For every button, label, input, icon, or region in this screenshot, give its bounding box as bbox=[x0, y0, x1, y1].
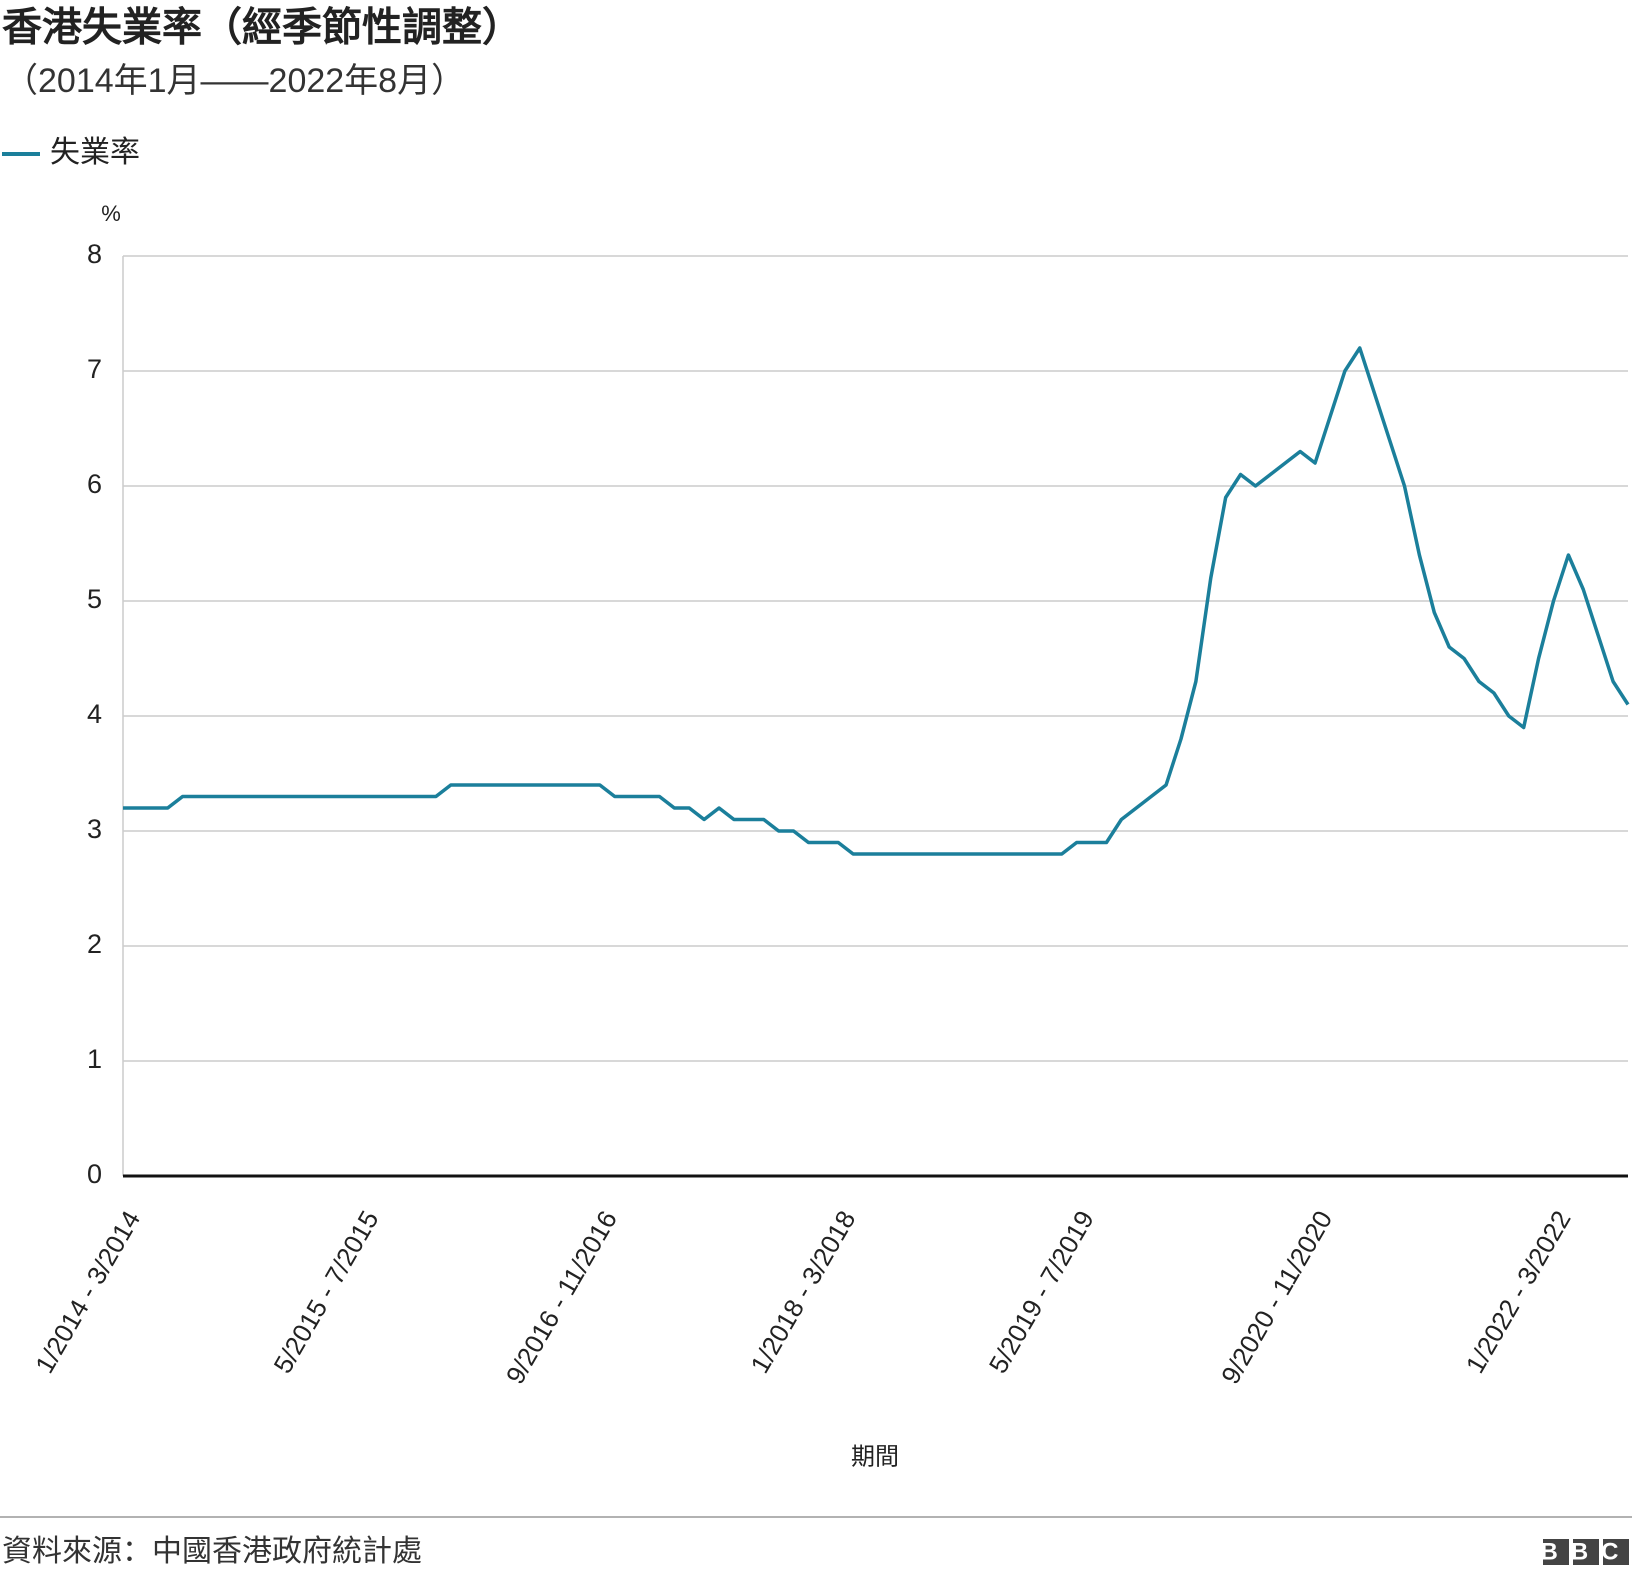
source: 資料來源：中國香港政府統計處 bbox=[2, 1535, 422, 1568]
logo bbox=[1543, 1539, 1629, 1565]
x-tick-label: 9/2016 - 11/2016 bbox=[500, 1205, 623, 1389]
y-tick-label: 4 bbox=[87, 699, 102, 729]
legend-label: 失業率 bbox=[50, 136, 140, 169]
x-tick-label: 1/2014 - 3/2014 bbox=[29, 1205, 146, 1378]
data-line bbox=[123, 346, 1630, 856]
y-tick-label: 0 bbox=[87, 1159, 102, 1189]
y-tick-label: 1 bbox=[87, 1044, 102, 1074]
y-tick-label: 5 bbox=[87, 584, 102, 614]
chart-title: 香港失業率（經季節性調整） bbox=[2, 6, 522, 50]
x-tick-label: 1/2018 - 3/2018 bbox=[744, 1205, 861, 1378]
y-tick-label: 8 bbox=[87, 239, 102, 269]
y-unit: % bbox=[101, 201, 121, 226]
x-tick-label: 5/2019 - 7/2019 bbox=[983, 1205, 1100, 1378]
x-axis-title: 期間 bbox=[851, 1443, 899, 1470]
x-tick-label: 5/2015 - 7/2015 bbox=[268, 1205, 385, 1378]
logo-text: BBC bbox=[1541, 1538, 1632, 1565]
x-tick-label: 9/2020 - 11/2020 bbox=[1215, 1205, 1338, 1389]
y-tick-label: 6 bbox=[87, 469, 102, 499]
chart-subtitle: （2014年1月——2022年8月） bbox=[4, 62, 465, 100]
y-tick-label: 7 bbox=[87, 354, 102, 384]
y-tick-label: 2 bbox=[87, 929, 102, 959]
x-tick-label: 1/2022 - 3/2022 bbox=[1460, 1205, 1577, 1378]
y-tick-label: 3 bbox=[87, 814, 102, 844]
